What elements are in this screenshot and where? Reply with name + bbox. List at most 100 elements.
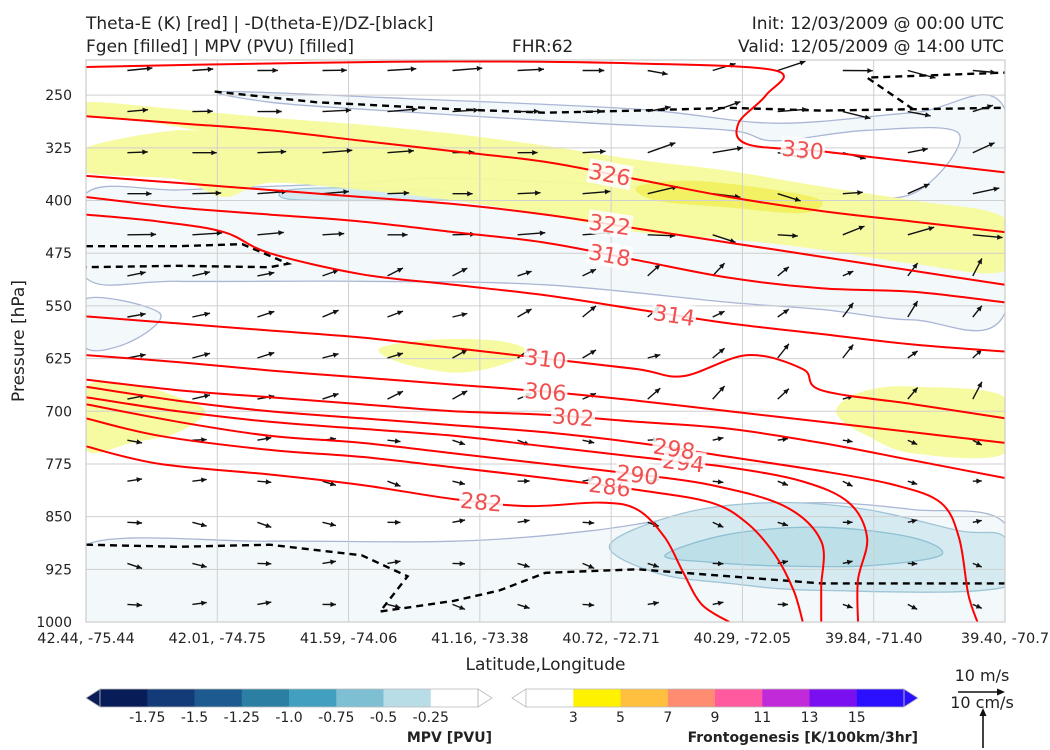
wind-vector [257,271,275,277]
stability-dashed-layer [86,71,1005,614]
x-tick-label: 41.59, -74.06 [300,631,397,647]
y-axis-label: Pressure [hPa] [9,280,29,402]
wind-vector [842,190,863,196]
wind-vector [712,385,726,400]
wind-vector [972,234,1003,240]
y-tick-label: 250 [45,88,72,104]
colorbar-swatch [573,689,622,707]
y-tick-label: 700 [45,404,72,420]
wind-vector [647,562,660,568]
wind-vector [257,436,272,442]
wind-vector [452,561,466,567]
wind-vector [777,343,790,359]
wind-vector [712,101,741,113]
theta-e-contour-294 [86,396,869,622]
wind-vector [582,268,597,277]
x-tick-label: 41.16, -73.38 [431,631,528,647]
wind-vector [907,69,936,80]
wind-vector [582,439,595,445]
x-tick-label: 40.72, -72.71 [562,631,659,647]
wind-vector [257,561,272,567]
colorbar-swatch [289,689,337,707]
wind-vector [777,60,806,72]
wind-vector [972,439,983,446]
wind-vector [127,477,143,483]
theta-e-contour-286 [86,417,804,622]
colorbar-swatch [383,689,432,707]
wind-vector [192,600,207,606]
wind-vector [192,270,211,277]
wind-vector [257,230,284,236]
wind-vector [712,521,724,528]
wind-vector [842,438,853,444]
wind-vector [842,519,853,525]
wind-vector [452,518,466,524]
wind-vector [517,603,530,610]
colorbar-extend-right [903,688,919,708]
wind-vector [452,349,468,359]
wind-vector [127,107,149,113]
wind-vector [452,267,468,277]
wind-vector [907,262,919,277]
wind-vector [127,66,153,72]
wind-vector [842,344,854,359]
theta-e-label-282: 282 [458,487,505,518]
wind-vector [582,149,606,155]
wind-vector [712,561,724,567]
wind-vector [777,308,790,318]
wind-vector [452,191,473,197]
wind-vector [387,438,401,444]
colorbar-tick-label: -1.75 [129,710,165,726]
wind-vector [842,559,853,565]
colorbar-1: 3 5 7 9 11 13 15 Frontogenesis [K/100km/3hr] [511,688,919,746]
wind-vector [777,233,798,239]
wind-vector [322,107,352,113]
colorbar-extend-left [511,688,527,708]
y-tick-label: 625 [45,352,72,368]
stability-contour-3 [86,543,1005,614]
stability-contour-2 [863,71,1005,111]
wind-vector [777,601,789,608]
wind-vector [907,183,930,195]
wind-vector [257,310,275,318]
wind-vector [777,521,789,527]
wind-scale-vertical-arrowhead [979,708,987,716]
y-tick-label: 550 [45,299,72,315]
theta-e-contour-302 [86,378,1005,479]
wind-vector [387,267,404,277]
wind-vector [972,562,983,568]
svg-text:310: 310 [523,345,568,375]
wind-vector [387,603,401,609]
plot-frame [85,59,1006,623]
wind-vector [127,439,143,445]
wind-vector [387,480,401,487]
wind-scale-ms-label: 10 m/s [955,666,1010,685]
x-tick-label: 42.44, -75.44 [37,631,134,647]
colorbar-tick-label: -0.75 [318,710,354,726]
wind-vector [647,387,661,400]
wind-vector [192,521,207,528]
colorbar-swatch [241,689,290,707]
wind-vector [127,520,143,526]
wind-vector [322,67,347,73]
wind-vector [257,149,287,155]
title-line-1: Theta-E (K) [red] | -D(theta-E)/DZ-[blac… [86,14,434,34]
wind-vector [322,148,353,154]
colorbar-tick-label: -0.25 [413,710,449,726]
wind-vector [712,436,724,442]
wind-vector [322,559,337,565]
wind-vector [907,226,935,236]
y-tick-label: 325 [45,141,72,157]
wind-vector [387,190,410,196]
wind-vector [842,68,873,74]
wind-vector [972,478,982,484]
colorbar-swatch [667,689,716,707]
wind-vector [452,439,466,446]
wind-vector [972,258,983,277]
y-tick-label: 925 [45,562,72,578]
stability-contour-1 [214,90,1005,114]
colorbar-extend-left [85,688,101,708]
wind-vector [192,190,222,196]
colorbar-tick-label: 7 [663,710,672,726]
